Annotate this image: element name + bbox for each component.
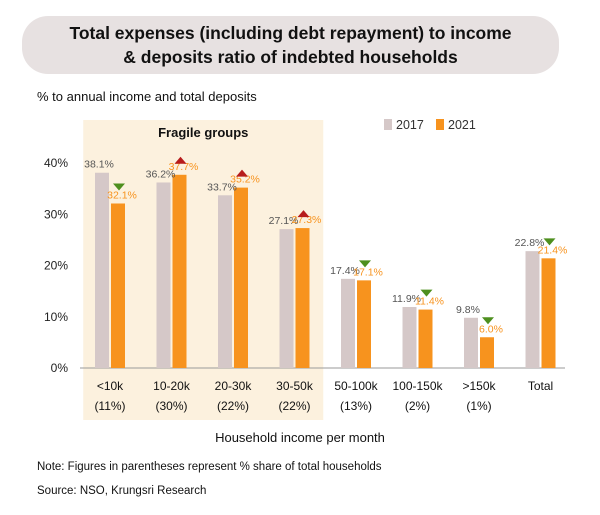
bar-2017	[279, 229, 294, 368]
x-tick-share-label: (22%)	[278, 399, 310, 413]
bar-2021	[480, 337, 494, 368]
x-tick-label: 30-50k	[276, 379, 314, 393]
source-note: Source: NSO, Krungsri Research	[37, 485, 207, 497]
y-tick-label: 40%	[44, 156, 68, 170]
x-tick-label: >150k	[462, 379, 496, 393]
change-down-marker	[482, 317, 494, 325]
x-tick-label: 20-30k	[215, 379, 253, 393]
y-tick-label: 20%	[44, 259, 68, 273]
bar-2017	[525, 251, 540, 368]
bar-2017	[156, 182, 171, 368]
bar-2021	[234, 187, 248, 368]
bar-2017	[95, 172, 109, 368]
x-tick-label: 50-100k	[334, 379, 378, 393]
data-label-2017: 38.1%	[84, 159, 114, 171]
bar-2021	[357, 280, 371, 368]
x-tick-share-label: (1%)	[466, 399, 491, 413]
y-tick-label: 0%	[51, 361, 69, 375]
bar-2021	[541, 258, 556, 368]
bar-2021	[111, 203, 125, 368]
data-label-2017: 9.8%	[456, 304, 480, 316]
data-label-2021: 32.1%	[107, 189, 137, 201]
legend-label-2021: 2021	[448, 118, 476, 132]
x-axis-label: Household income per month	[215, 430, 385, 445]
x-tick-label: 10-20k	[153, 379, 191, 393]
legend-swatch-2021	[436, 119, 444, 130]
y-tick-label: 30%	[44, 207, 68, 221]
bar-2021	[418, 309, 433, 368]
data-label-2017: 22.8%	[515, 237, 545, 249]
data-label-2017: 17.4%	[330, 265, 360, 277]
change-down-marker	[543, 238, 556, 246]
change-down-marker	[113, 183, 125, 191]
chart-title-line-2: & deposits ratio of indebted households	[123, 47, 458, 67]
title-banner: Total expenses (including debt repayment…	[22, 16, 559, 74]
x-tick-share-label: (22%)	[217, 399, 249, 413]
data-label-2021: 6.0%	[479, 323, 503, 335]
bar-2017	[464, 317, 478, 368]
x-tick-share-label: (30%)	[155, 399, 187, 413]
data-label-2017: 36.2%	[146, 168, 176, 180]
x-tick-share-label: (13%)	[340, 399, 372, 413]
legend-swatch-2017	[384, 119, 392, 130]
x-tick-label: 100-150k	[392, 379, 443, 393]
fragile-groups-label: Fragile groups	[158, 125, 248, 140]
bar-2017	[218, 195, 232, 368]
bar-2021	[295, 228, 310, 368]
x-tick-share-label: (2%)	[405, 399, 430, 413]
data-label-2017: 11.9%	[392, 293, 421, 305]
footnote: Note: Figures in parentheses represent %…	[37, 461, 382, 473]
legend-label-2017: 2017	[396, 118, 424, 132]
data-label-2017: 33.7%	[207, 181, 237, 193]
bar-2017	[341, 278, 355, 368]
change-up-marker	[236, 169, 248, 177]
y-axis-label: % to annual income and total deposits	[37, 89, 257, 104]
data-label-2021: 21.4%	[538, 244, 568, 256]
change-up-marker	[174, 156, 187, 164]
change-down-marker	[420, 289, 433, 297]
data-label-2017: 27.1%	[269, 215, 299, 227]
x-tick-label: Total	[528, 379, 553, 393]
data-label-2021: 17.1%	[353, 266, 383, 278]
x-tick-share-label: (11%)	[94, 399, 125, 413]
bar-2021	[172, 174, 187, 368]
bar-2017	[402, 307, 417, 368]
data-label-2021: 11.4%	[415, 296, 444, 308]
change-down-marker	[359, 260, 371, 268]
y-tick-label: 10%	[44, 310, 68, 324]
chart-title-line-1: Total expenses (including debt repayment…	[69, 23, 512, 43]
change-up-marker	[297, 210, 310, 218]
x-tick-label: <10k	[97, 379, 124, 393]
